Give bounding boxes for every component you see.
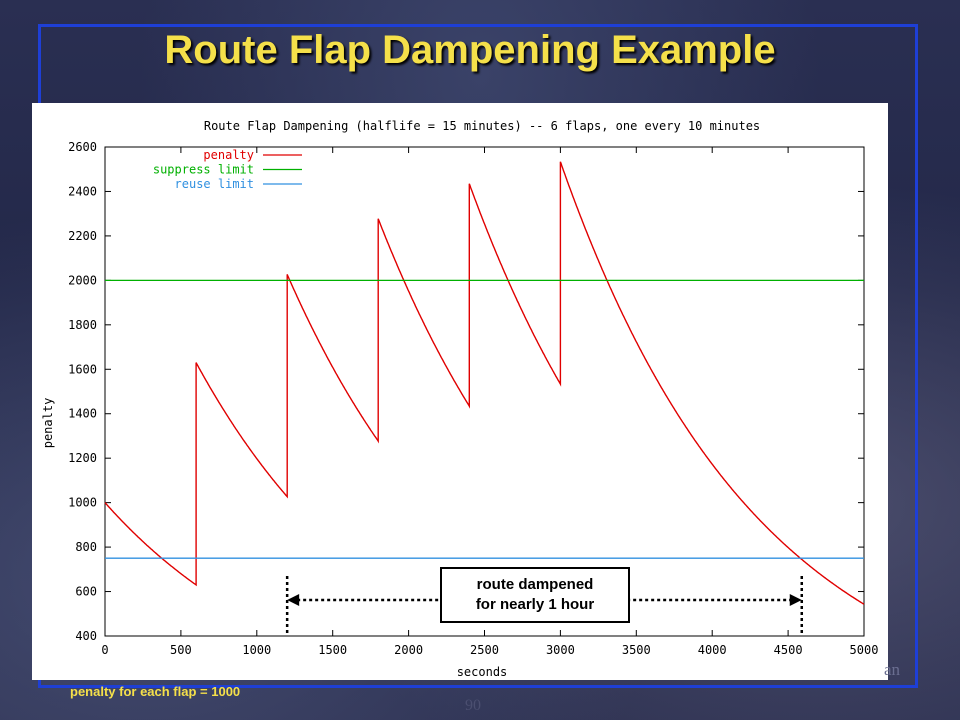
annotation-line-1: route dampened — [476, 576, 594, 593]
penalty-footnote: penalty for each flap = 1000 — [70, 684, 241, 699]
plot-border — [104, 146, 865, 637]
x-tick-label: 2000 — [394, 643, 423, 657]
y-tick-label: 1000 — [68, 496, 97, 510]
x-tick-label: 3500 — [622, 643, 651, 657]
x-tick-label: 4500 — [774, 643, 803, 657]
annotation-arrow-left — [287, 594, 300, 606]
annotation-line-2: for nearly 1 hour — [475, 596, 595, 613]
y-tick-label: 2400 — [68, 184, 97, 198]
y-tick-label: 1200 — [68, 451, 97, 465]
y-tick-label: 800 — [75, 540, 97, 554]
y-tick-label: 2200 — [68, 229, 97, 243]
annotation-box: route dampened for nearly 1 hour — [440, 567, 630, 623]
y-tick-label: 1400 — [68, 407, 97, 421]
y-tick-label: 1600 — [68, 362, 97, 376]
legend-label-penalty: penalty — [203, 148, 254, 162]
x-tick-label: 1500 — [318, 643, 347, 657]
annotation-arrow-right — [789, 594, 802, 606]
x-tick-label: 500 — [170, 643, 192, 657]
legend-label-suppress-limit: suppress limit — [153, 163, 254, 177]
y-tick-label: 400 — [75, 629, 97, 643]
legend-label-reuse-limit: reuse limit — [175, 177, 254, 191]
y-tick-label: 2600 — [68, 140, 97, 154]
x-tick-label: 5000 — [850, 643, 879, 657]
series-lines — [104, 161, 865, 605]
x-tick-label: 3000 — [546, 643, 575, 657]
x-tick-label: 4000 — [698, 643, 727, 657]
y-tick-label: 1800 — [68, 318, 97, 332]
y-axis-label: penalty — [41, 398, 55, 449]
x-tick-label: 2500 — [470, 643, 499, 657]
axes: 0 500 1000 1500 2000 2500 3000 3500 4000 4500 5000… — [68, 140, 878, 657]
page-number: 90 — [465, 697, 481, 714]
x-tick-label: 0 — [101, 643, 108, 657]
x-axis-label: seconds — [457, 665, 508, 679]
y-tick-label: 2000 — [68, 273, 97, 287]
penalty-line — [104, 161, 865, 605]
slide-title: Route Flap Dampening Example — [164, 28, 776, 72]
y-tick-label: 600 — [75, 585, 97, 599]
corner-text: an — [884, 660, 901, 679]
x-tick-label: 1000 — [242, 643, 271, 657]
chart-title: Route Flap Dampening (halflife = 15 minu… — [204, 119, 760, 133]
